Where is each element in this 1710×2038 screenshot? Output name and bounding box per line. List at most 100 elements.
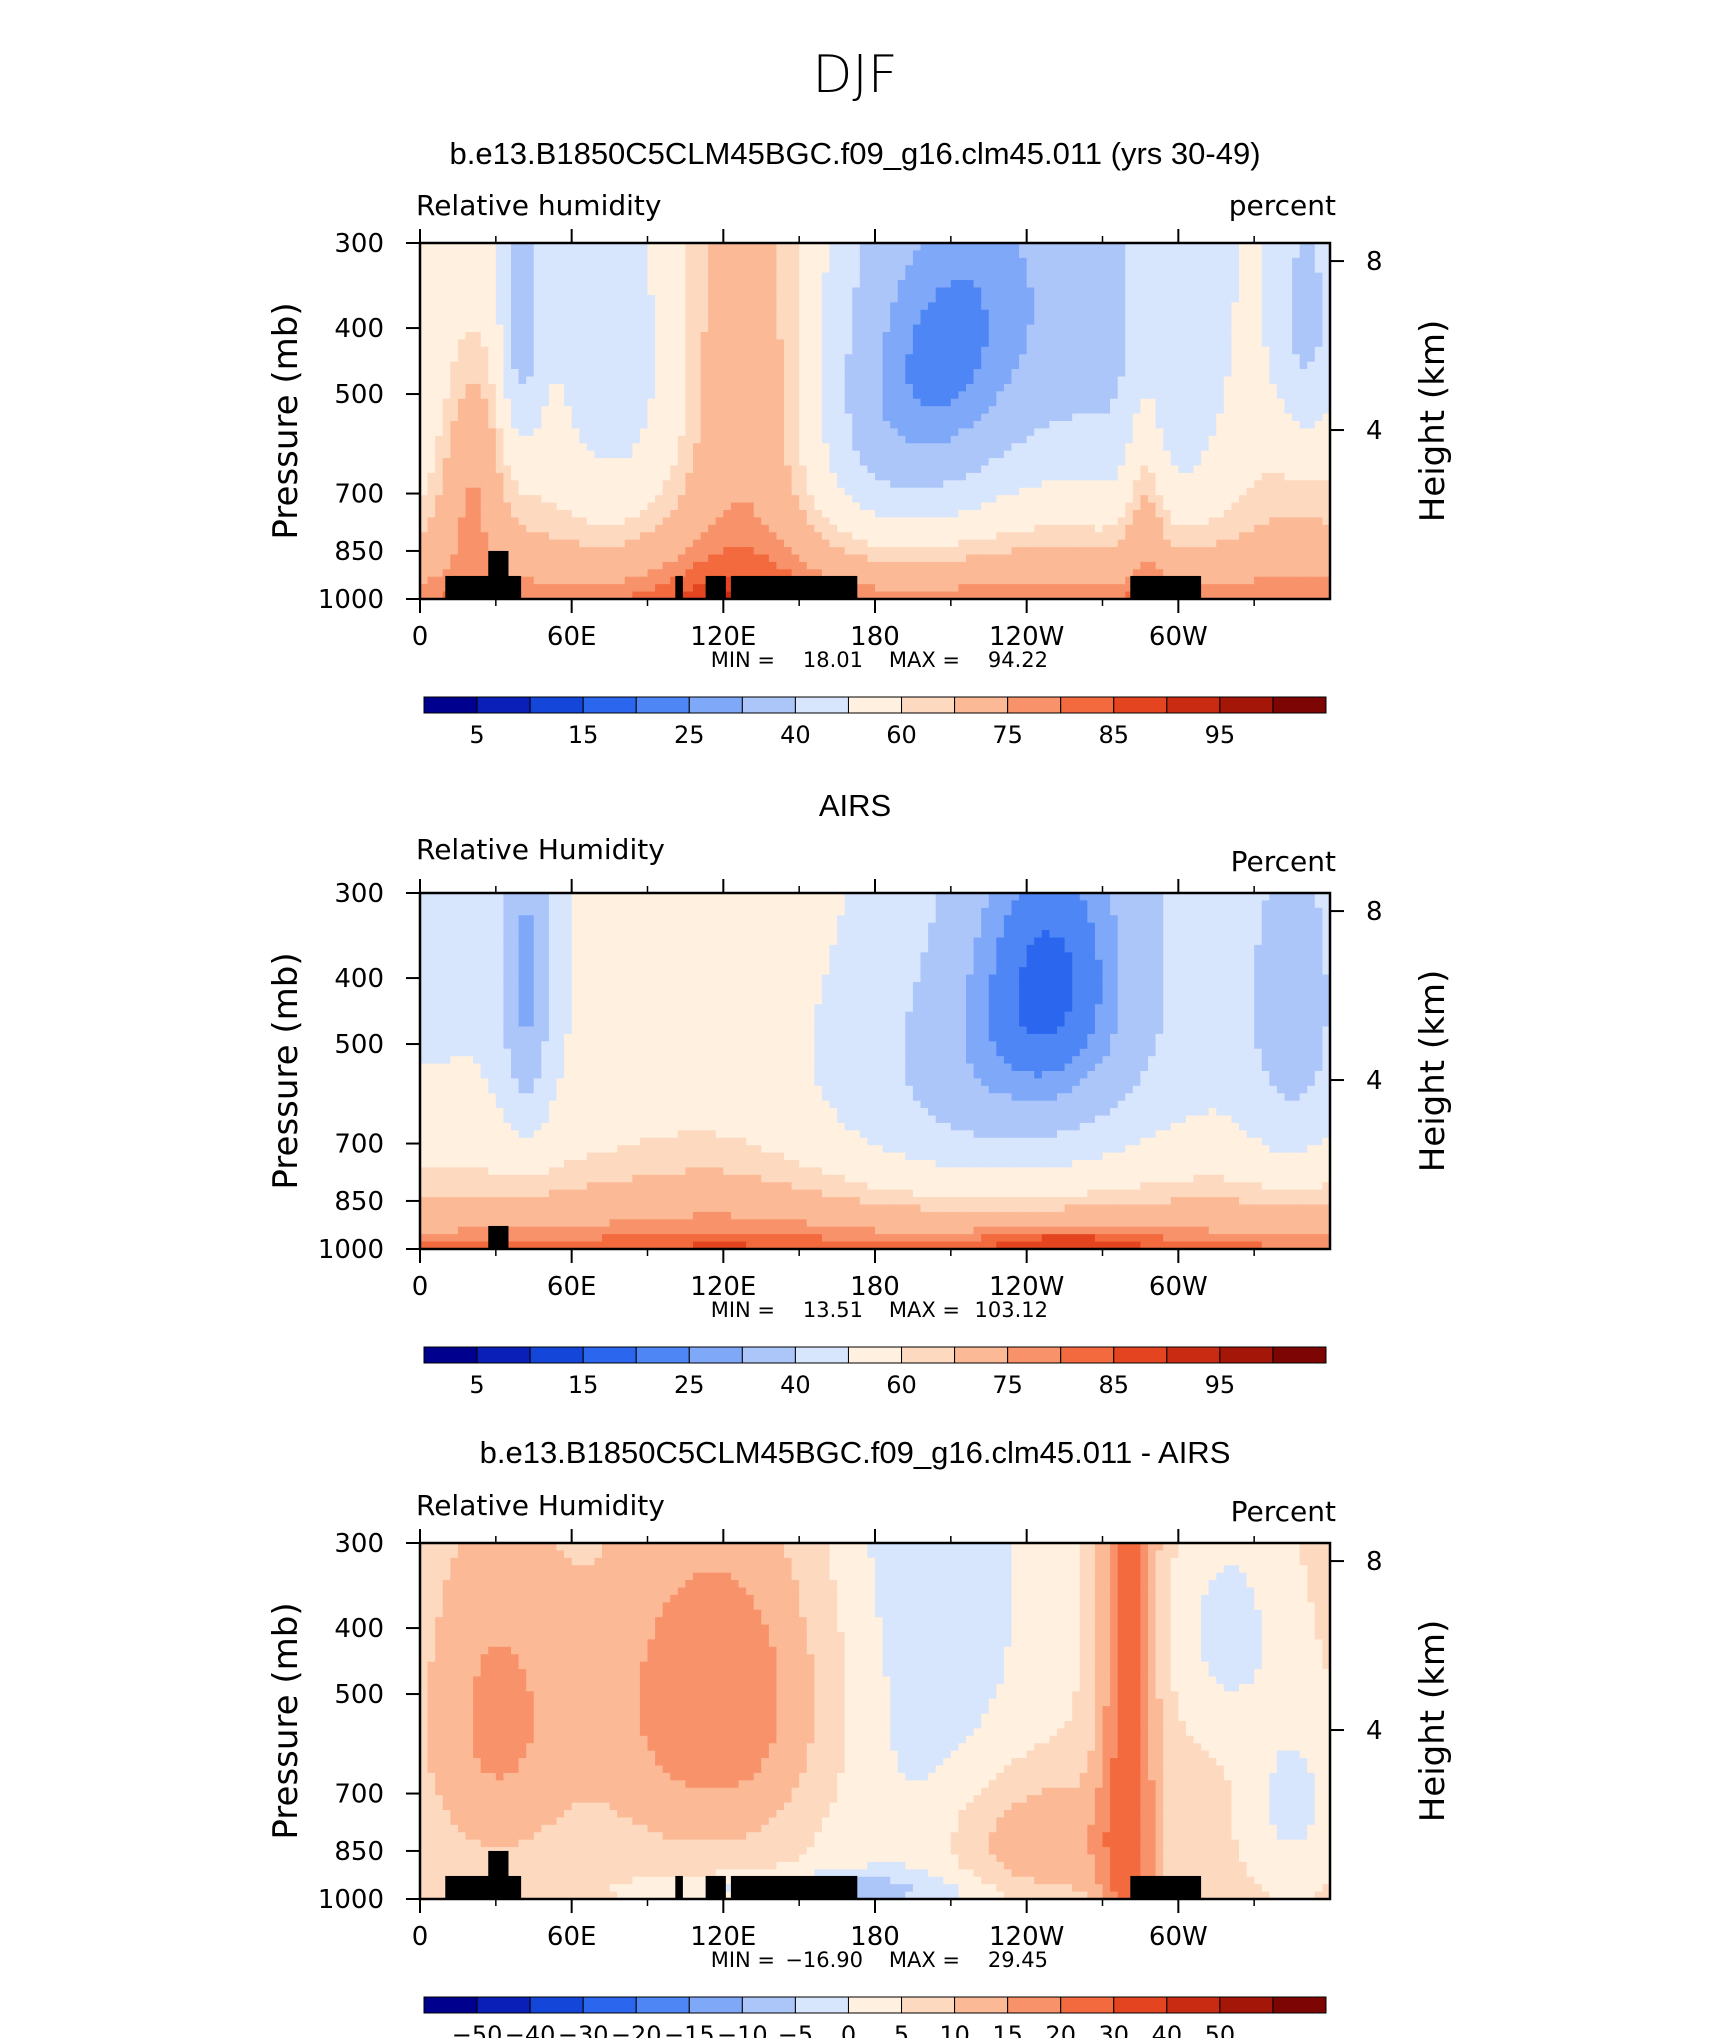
contour-cell [511,257,520,266]
contour-cell [905,265,914,274]
contour-cell [1208,376,1217,385]
contour-cell [511,495,520,504]
contour-cell [753,287,762,296]
contour-cell [1178,421,1187,430]
contour-cell [844,517,853,526]
contour-cell [1057,339,1066,348]
contour-cell [897,250,906,259]
contour-cell [457,391,467,400]
contour-cell [571,346,580,355]
contour-cell [639,354,649,363]
contour-cell [677,287,687,296]
contour-cell [1223,532,1233,541]
contour-cell [556,391,565,400]
contour-cell [1057,309,1066,318]
contour-cell [602,383,611,392]
contour-cell [442,524,451,533]
contour-cell [897,280,906,289]
contour-cell [564,472,573,481]
contour-cell [457,346,467,355]
contour-cell [420,361,429,370]
contour-cell [571,332,580,341]
contour-cell [799,383,808,392]
contour-cell [890,376,899,385]
contour-cell [1087,265,1096,274]
contour-cell [1223,487,1233,496]
contour-cell [1110,383,1119,392]
contour-cell [503,332,512,341]
contour-cell [730,369,740,378]
contour-cell [897,539,906,548]
contour-cell [867,383,876,392]
contour-cell [1087,309,1096,318]
contour-cell [920,309,929,318]
contour-cell [723,354,732,363]
contour-cell [1170,361,1179,370]
contour-cell [1132,317,1142,326]
contour-cell [988,532,997,541]
contour-cell [693,332,702,341]
contour-cell [943,435,952,444]
contour-cell [882,287,891,296]
contour-cell [859,287,869,296]
contour-cell [950,332,960,341]
contour-cell [867,435,876,444]
contour-cell [1117,532,1126,541]
contour-cell [639,309,649,318]
contour-cell [776,294,785,303]
contour-cell [905,547,914,556]
contour-cell [738,361,747,370]
contour-cell [814,398,823,407]
contour-cell [1246,421,1255,430]
contour-cell [1284,480,1293,489]
contour-cell [1110,391,1119,400]
contour-cell [457,324,467,333]
contour-cell [814,361,823,370]
contour-cell [1034,413,1043,422]
contour-cell [799,532,808,541]
contour-cell [1314,398,1324,407]
contour-cell [647,539,656,548]
contour-cell [586,376,596,385]
contour-cell [966,502,975,511]
contour-cell [647,435,656,444]
contour-cell [966,495,975,504]
contour-cell [693,421,702,430]
contour-cell [1163,532,1172,541]
contour-cell [1094,539,1104,548]
contour-cell [624,383,633,392]
contour-cell [488,280,497,289]
contour-cell [1057,539,1066,548]
contour-cell [981,487,990,496]
contour-cell [1314,272,1324,281]
contour-cell [602,510,611,519]
contour-cell [1201,280,1210,289]
contour-cell [1079,369,1088,378]
contour-cell [905,450,914,459]
contour-cell [1094,280,1104,289]
contour-cell [548,502,558,511]
contour-cell [473,443,482,452]
contour-cell [1254,517,1263,526]
contour-cell [966,376,975,385]
contour-cell [1132,413,1142,422]
contour-cell [981,450,990,459]
contour-cell [829,435,838,444]
contour-cell [890,369,899,378]
contour-cell [647,472,656,481]
contour-cell [1132,421,1142,430]
contour-cell [435,243,444,252]
contour-cell [1163,458,1172,467]
contour-cell [1087,450,1096,459]
contour-cell [442,428,451,437]
contour-cell [1208,406,1217,415]
contour-cell [1246,510,1255,519]
contour-cell [1292,332,1301,341]
contour-cell [420,524,429,533]
contour-cell [837,435,846,444]
contour-cell [799,495,808,504]
contour-cell [1314,443,1324,452]
contour-cell [950,302,960,311]
contour-cell [1269,465,1278,474]
contour-cell [1322,413,1331,422]
